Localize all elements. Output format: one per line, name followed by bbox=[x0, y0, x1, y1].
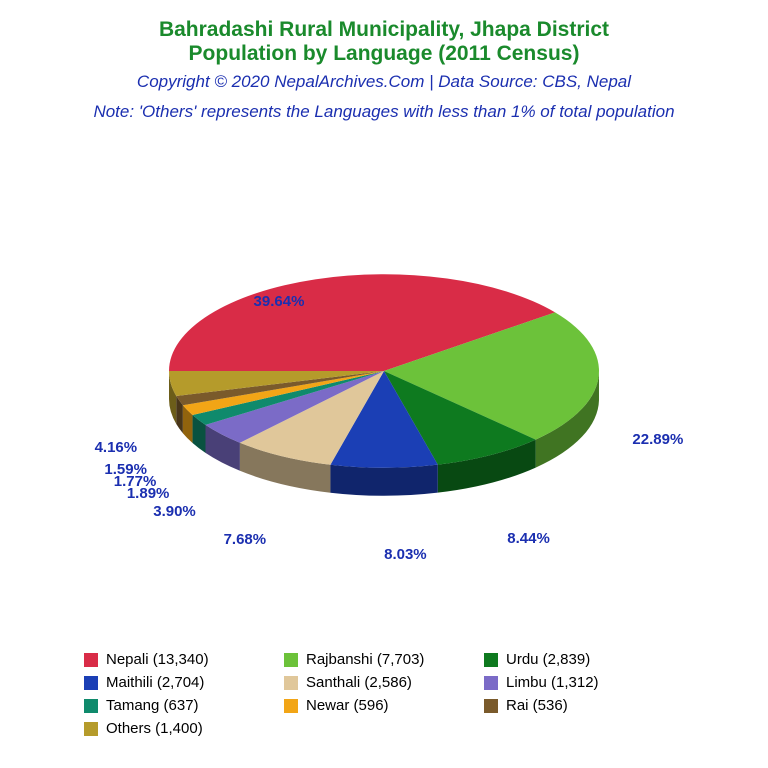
legend-swatch bbox=[284, 653, 298, 667]
legend-swatch bbox=[284, 699, 298, 713]
legend-item: Limbu (1,312) bbox=[484, 671, 684, 694]
pie-chart: 39.64%22.89%8.44%8.03%7.68%3.90%1.89%1.7… bbox=[0, 122, 768, 640]
title-line-1: Bahradashi Rural Municipality, Jhapa Dis… bbox=[93, 18, 674, 42]
legend-label: Maithili (2,704) bbox=[106, 674, 204, 691]
legend-label: Others (1,400) bbox=[106, 720, 203, 737]
legend-item: Tamang (637) bbox=[84, 694, 284, 717]
pct-label: 8.44% bbox=[507, 530, 550, 547]
legend-label: Nepali (13,340) bbox=[106, 651, 209, 668]
legend-label: Rajbanshi (7,703) bbox=[306, 651, 424, 668]
pct-label: 8.03% bbox=[384, 546, 427, 563]
legend-swatch bbox=[84, 676, 98, 690]
legend-label: Rai (536) bbox=[506, 697, 568, 714]
legend: Nepali (13,340) Rajbanshi (7,703) Urdu (2,… bbox=[84, 640, 684, 768]
legend-item: Maithili (2,704) bbox=[84, 671, 284, 694]
pct-label: 39.64% bbox=[254, 293, 305, 310]
copyright-line: Copyright © 2020 NepalArchives.Com | Dat… bbox=[93, 72, 674, 92]
legend-swatch bbox=[484, 699, 498, 713]
title-line-2: Population by Language (2011 Census) bbox=[93, 42, 674, 66]
legend-item: Newar (596) bbox=[284, 694, 484, 717]
legend-swatch bbox=[284, 676, 298, 690]
legend-swatch bbox=[84, 722, 98, 736]
legend-label: Santhali (2,586) bbox=[306, 674, 412, 691]
legend-item: Rai (536) bbox=[484, 694, 684, 717]
legend-label: Urdu (2,839) bbox=[506, 651, 590, 668]
legend-item: Santhali (2,586) bbox=[284, 671, 484, 694]
legend-swatch bbox=[484, 676, 498, 690]
legend-label: Tamang (637) bbox=[106, 697, 199, 714]
legend-label: Newar (596) bbox=[306, 697, 389, 714]
legend-item: Others (1,400) bbox=[84, 717, 284, 740]
legend-swatch bbox=[484, 653, 498, 667]
pct-label: 7.68% bbox=[224, 531, 267, 548]
chart-titles: Bahradashi Rural Municipality, Jhapa Dis… bbox=[93, 0, 674, 122]
note-line: Note: 'Others' represents the Languages … bbox=[93, 102, 674, 122]
pct-label: 1.59% bbox=[104, 461, 147, 478]
legend-item: Rajbanshi (7,703) bbox=[284, 648, 484, 671]
pct-label: 22.89% bbox=[632, 431, 683, 448]
legend-item: Urdu (2,839) bbox=[484, 648, 684, 671]
legend-swatch bbox=[84, 699, 98, 713]
pct-label: 3.90% bbox=[153, 503, 196, 520]
pct-label: 4.16% bbox=[95, 439, 138, 456]
legend-item: Nepali (13,340) bbox=[84, 648, 284, 671]
legend-label: Limbu (1,312) bbox=[506, 674, 599, 691]
legend-swatch bbox=[84, 653, 98, 667]
